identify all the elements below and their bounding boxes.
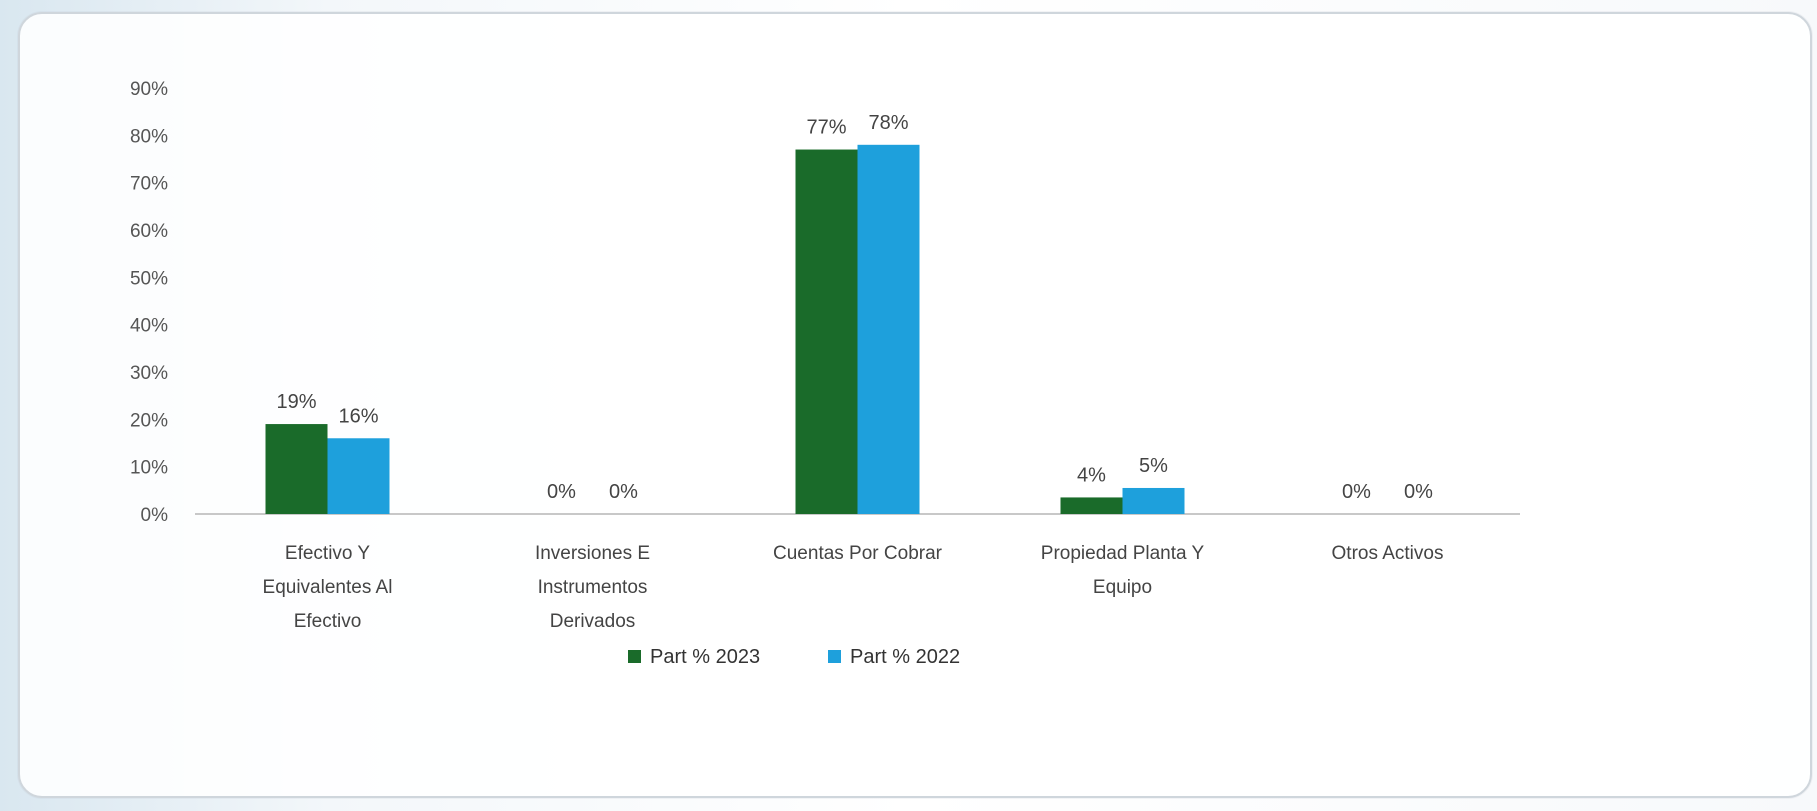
legend-label: Part % 2023 [650, 646, 760, 668]
bar [265, 424, 328, 514]
y-tick-label: 20% [130, 410, 168, 431]
data-label: 19% [276, 391, 316, 413]
y-tick-label: 90% [130, 79, 168, 100]
bar [857, 144, 920, 515]
y-tick-label: 80% [130, 126, 168, 147]
bar [1060, 497, 1123, 514]
data-label: 4% [1077, 464, 1106, 486]
x-tick-label: Equipo [1093, 577, 1152, 598]
y-tick-label: 40% [130, 316, 168, 337]
data-label: 0% [1342, 481, 1371, 503]
x-tick-label: Efectivo Y [285, 543, 371, 564]
y-tick-label: 10% [130, 458, 168, 479]
legend-swatch [628, 650, 641, 663]
legend-label: Part % 2022 [850, 646, 960, 668]
y-tick-label: 30% [130, 363, 168, 384]
bar [795, 149, 858, 515]
x-tick-label: Efectivo [294, 611, 362, 632]
y-tick-label: 0% [141, 505, 169, 526]
data-label: 78% [868, 112, 908, 134]
data-label: 16% [338, 405, 378, 427]
x-tick-label: Propiedad Planta Y [1041, 543, 1205, 564]
x-tick-label: Inversiones E [535, 543, 650, 564]
x-tick-label: Derivados [550, 611, 636, 632]
data-label: 0% [547, 481, 576, 503]
x-tick-label: Cuentas Por Cobrar [773, 543, 943, 564]
y-tick-label: 60% [130, 221, 168, 242]
data-label: 77% [806, 117, 846, 139]
data-label: 5% [1139, 455, 1168, 477]
bar [1122, 487, 1185, 514]
y-tick-label: 50% [130, 268, 168, 289]
bar [327, 438, 390, 514]
y-tick-label: 70% [130, 174, 168, 195]
x-tick-label: Instrumentos [538, 577, 648, 598]
legend-swatch [828, 650, 841, 663]
x-tick-label: Equivalentes Al [263, 577, 393, 598]
data-label: 0% [609, 481, 638, 503]
x-tick-label: Otros Activos [1332, 543, 1444, 564]
data-label: 0% [1404, 481, 1433, 503]
